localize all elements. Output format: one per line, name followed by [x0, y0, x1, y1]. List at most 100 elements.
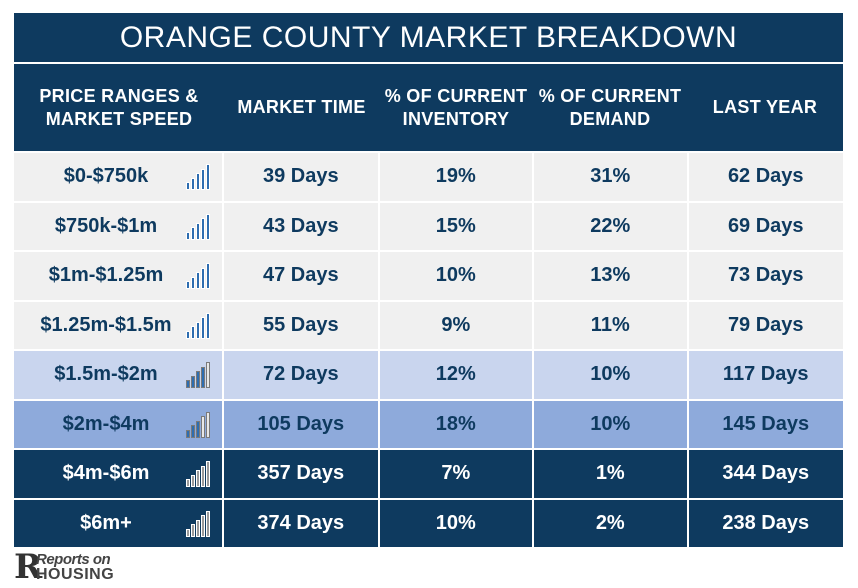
speed-bar [201, 317, 206, 339]
price-range-label: $1.5m-$2m [54, 363, 158, 386]
demand-cell: 2% [532, 499, 687, 547]
price-range-cell: $0-$750k [14, 153, 223, 201]
price-range-cell: $1.5m-$2m [14, 351, 223, 399]
speed-bar [186, 479, 191, 487]
price-range-label: $6m+ [80, 511, 132, 534]
table-row: $4m-$6m 357 Days 7% 1% 344 Days [14, 448, 843, 498]
price-range-cell: $2m-$4m [14, 400, 223, 448]
speed-bar [186, 231, 191, 240]
speed-bar [196, 222, 201, 240]
speed-bar [186, 429, 191, 438]
speed-bar [186, 528, 191, 537]
demand-cell: 13% [532, 252, 687, 300]
speed-bar [196, 272, 201, 289]
demand-cell: 11% [532, 301, 687, 349]
speed-bar [201, 366, 206, 388]
price-range-cell: $750k-$1m [14, 202, 223, 250]
market-time-cell: 105 Days [222, 400, 378, 448]
inventory-cell: 10% [377, 499, 533, 547]
price-range-label: $750k-$1m [54, 214, 158, 237]
speed-bar [206, 263, 211, 289]
speed-bar [191, 425, 196, 438]
speed-bar [186, 281, 191, 289]
market-time-cell: 357 Days [222, 450, 378, 498]
speed-bar [201, 168, 206, 190]
inventory-cell: 19% [377, 153, 533, 201]
speed-bar [196, 173, 201, 190]
header-row: PRICE RANGES & MARKET SPEED MARKET TIME … [14, 64, 843, 151]
speed-bar [186, 182, 191, 190]
price-range-cell: $6m+ [14, 499, 223, 547]
market-speed-icon [186, 263, 211, 289]
table-row: $6m+ 374 Days 10% 2% 238 Days [14, 497, 843, 547]
speed-bar [206, 411, 211, 438]
market-speed-icon [186, 312, 211, 339]
market-time-cell: 47 Days [222, 252, 378, 300]
speed-bar [191, 326, 196, 339]
speed-bar [206, 362, 211, 388]
price-range-label: $4m-$6m [62, 462, 150, 485]
speed-bar [191, 375, 196, 388]
last-year-cell: 238 Days [686, 499, 843, 547]
market-speed-icon [186, 510, 211, 537]
price-range-cell: $1m-$1.25m [14, 252, 223, 300]
table-row: $750k-$1m 43 Days 15% 22% 69 Days [14, 200, 843, 250]
price-range-cell: $1.25m-$1.5m [14, 301, 223, 349]
speed-bar [206, 213, 211, 240]
speed-bar [191, 524, 196, 537]
header-market-time: MARKET TIME [237, 97, 366, 117]
last-year-cell: 62 Days [686, 153, 843, 201]
price-range-label: $0-$750k [63, 165, 149, 188]
market-speed-icon [186, 164, 211, 190]
table-row: $1.25m-$1.5m 55 Days 9% 11% 79 Days [14, 299, 843, 349]
speed-bar [186, 330, 191, 339]
demand-cell: 1% [532, 450, 687, 498]
market-speed-icon [186, 213, 211, 240]
table-body: $0-$750k 39 Days 19% 31% 62 Days $750k-$1m 43 … [14, 151, 843, 547]
inventory-cell: 15% [377, 202, 533, 250]
speed-bar [191, 474, 196, 487]
inventory-cell: 7% [377, 450, 533, 498]
speed-bar [191, 276, 196, 289]
market-time-cell: 43 Days [222, 202, 378, 250]
speed-bar [201, 416, 206, 438]
inventory-cell: 12% [377, 351, 533, 399]
inventory-cell: 10% [377, 252, 533, 300]
inventory-cell: 18% [377, 400, 533, 448]
market-time-cell: 55 Days [222, 301, 378, 349]
speed-bar [196, 321, 201, 339]
speed-bar [196, 420, 201, 438]
header-last-year: LAST YEAR [712, 97, 818, 117]
table-row: $2m-$4m 105 Days 18% 10% 145 Days [14, 398, 843, 448]
price-range-cell: $4m-$6m [14, 450, 223, 498]
last-year-cell: 69 Days [686, 202, 843, 250]
speed-bar [196, 371, 201, 388]
speed-bar [201, 267, 206, 289]
last-year-cell: 79 Days [686, 301, 843, 349]
speed-bar [186, 380, 191, 388]
market-time-cell: 39 Days [222, 153, 378, 201]
speed-bar [191, 177, 196, 190]
speed-bar [201, 515, 206, 537]
price-range-label: $1m-$1.25m [48, 264, 164, 287]
market-speed-icon [186, 461, 211, 487]
logo-line-1: Reports on [36, 551, 111, 568]
last-year-cell: 145 Days [686, 400, 843, 448]
speed-bar [206, 510, 211, 537]
market-speed-icon [186, 362, 211, 388]
market-time-cell: 374 Days [222, 499, 378, 547]
speed-bar [206, 461, 211, 487]
demand-cell: 22% [532, 202, 687, 250]
speed-bar [206, 164, 211, 190]
table-row: $0-$750k 39 Days 19% 31% 62 Days [14, 151, 843, 201]
market-speed-icon [186, 411, 211, 438]
header-demand: % OF CURRENT DEMAND [538, 85, 682, 129]
price-range-label: $1.25m-$1.5m [40, 313, 172, 336]
table-row: $1m-$1.25m 47 Days 10% 13% 73 Days [14, 250, 843, 300]
reports-on-housing-logo: R Reports on HOUSING [14, 547, 115, 587]
speed-bar [191, 227, 196, 240]
table-row: $1.5m-$2m 72 Days 12% 10% 117 Days [14, 349, 843, 399]
header-price-ranges: PRICE RANGES & MARKET SPEED [39, 85, 199, 129]
speed-bar [201, 218, 206, 240]
speed-bar [206, 312, 211, 339]
